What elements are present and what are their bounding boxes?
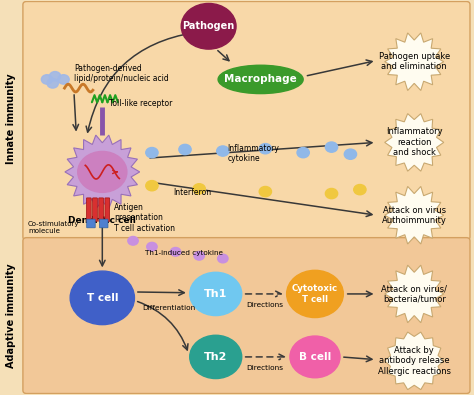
Text: B cell: B cell (299, 352, 331, 362)
Text: Interferon: Interferon (173, 188, 211, 197)
Circle shape (128, 237, 138, 245)
Text: Th2: Th2 (204, 352, 228, 362)
Circle shape (147, 243, 157, 251)
Text: Pathogen uptake
and elimination: Pathogen uptake and elimination (379, 52, 450, 71)
Circle shape (181, 4, 236, 49)
FancyBboxPatch shape (100, 219, 108, 228)
Text: Inflammatory
cytokine: Inflammatory cytokine (228, 144, 279, 163)
Polygon shape (385, 114, 444, 171)
Text: Th1: Th1 (204, 289, 228, 299)
Circle shape (146, 181, 158, 191)
Text: Macrophage: Macrophage (224, 74, 297, 85)
Text: Directions: Directions (246, 365, 283, 371)
Circle shape (259, 186, 272, 197)
Circle shape (193, 184, 205, 194)
Circle shape (354, 184, 366, 195)
Circle shape (218, 254, 228, 263)
Text: Toll-like receptor: Toll-like receptor (109, 99, 173, 108)
Circle shape (325, 142, 337, 152)
Circle shape (41, 75, 53, 84)
Circle shape (217, 146, 229, 156)
Polygon shape (385, 33, 444, 90)
Text: Pathogen-derived
lipid/protein/nucleic acid: Pathogen-derived lipid/protein/nucleic a… (74, 64, 169, 83)
FancyBboxPatch shape (23, 238, 470, 393)
Polygon shape (385, 186, 444, 244)
Text: Inflammatory
reaction
and shock: Inflammatory reaction and shock (386, 128, 443, 157)
FancyBboxPatch shape (23, 2, 470, 240)
Text: Attack on virus/
bacteria/tumor: Attack on virus/ bacteria/tumor (381, 284, 447, 304)
Circle shape (146, 147, 158, 158)
Text: Adaptive immunity: Adaptive immunity (6, 263, 16, 368)
Circle shape (58, 75, 69, 84)
Text: Attack by
antibody release
Allergic reactions: Attack by antibody release Allergic reac… (378, 346, 451, 376)
Text: Directions: Directions (246, 301, 283, 308)
FancyBboxPatch shape (105, 198, 109, 222)
Text: Innate immunity: Innate immunity (6, 73, 16, 164)
Circle shape (297, 147, 310, 158)
Circle shape (170, 248, 181, 256)
FancyBboxPatch shape (99, 198, 103, 222)
Polygon shape (385, 265, 444, 323)
Polygon shape (385, 332, 444, 389)
Text: Cytotoxic
T cell: Cytotoxic T cell (292, 284, 338, 304)
Circle shape (70, 271, 135, 325)
Polygon shape (65, 135, 140, 209)
FancyBboxPatch shape (92, 198, 97, 222)
FancyBboxPatch shape (86, 198, 91, 222)
Circle shape (344, 149, 356, 159)
Circle shape (179, 144, 191, 154)
FancyBboxPatch shape (87, 219, 95, 228)
Text: Differentiation: Differentiation (143, 305, 196, 312)
Circle shape (194, 252, 204, 260)
Text: Dendritic cell: Dendritic cell (68, 216, 136, 226)
Text: T cell activation: T cell activation (114, 224, 175, 233)
Text: Antigen
presentation: Antigen presentation (114, 203, 163, 222)
Circle shape (325, 188, 337, 199)
Circle shape (259, 143, 272, 154)
Text: Th1-induced cytokine: Th1-induced cytokine (145, 250, 223, 256)
Circle shape (190, 272, 242, 316)
Text: Attack on virus
Authoimmunity: Attack on virus Authoimmunity (382, 205, 447, 225)
Text: Pathogen: Pathogen (182, 21, 235, 31)
Circle shape (47, 79, 58, 88)
Circle shape (190, 335, 242, 378)
Text: T cell: T cell (87, 293, 118, 303)
Text: Co-stimulatory
molecule: Co-stimulatory molecule (28, 221, 80, 234)
Circle shape (290, 336, 340, 378)
Circle shape (49, 71, 61, 81)
Circle shape (78, 151, 127, 192)
Ellipse shape (218, 65, 303, 94)
Circle shape (287, 270, 343, 318)
